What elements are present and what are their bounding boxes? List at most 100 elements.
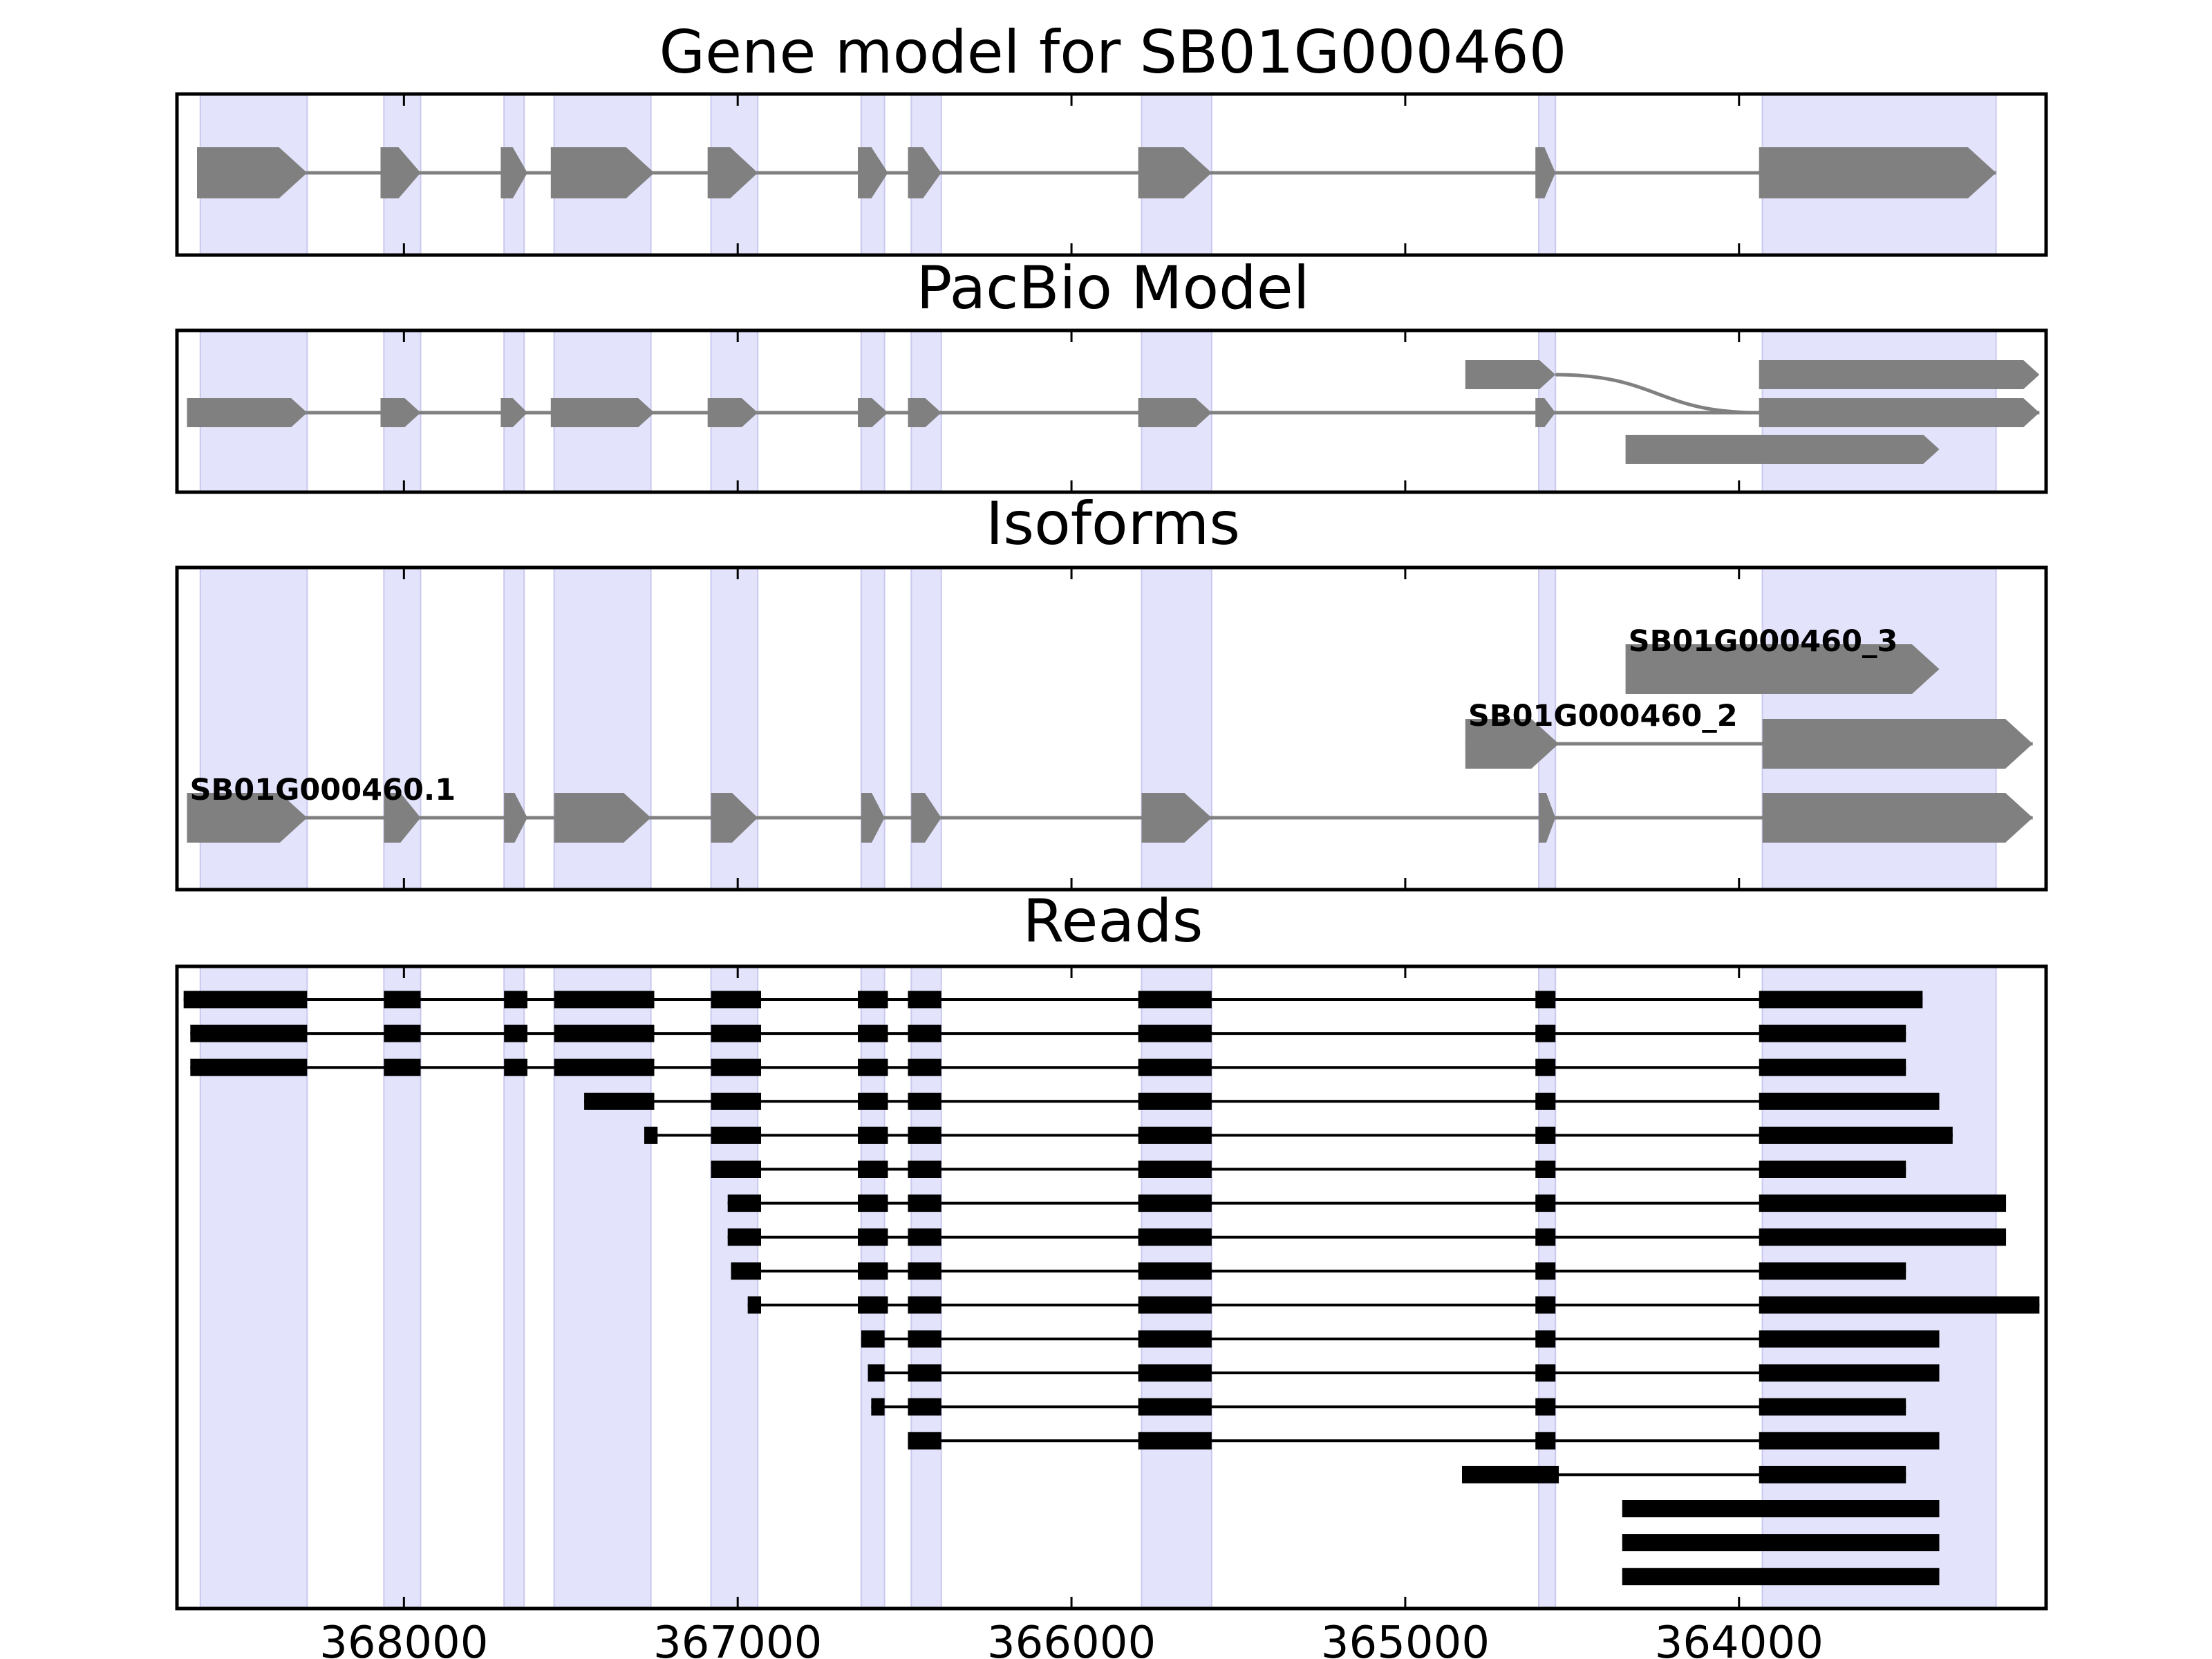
read-exon <box>1138 1398 1212 1416</box>
read-exon <box>1759 1398 1906 1416</box>
axes-frame <box>175 964 2048 1611</box>
exon-block <box>1539 793 1556 843</box>
read-exon <box>908 1364 941 1382</box>
read-3 <box>190 1058 1906 1076</box>
read-exon <box>858 1161 888 1178</box>
read-exon <box>858 1194 888 1212</box>
read-exon <box>1759 1024 1906 1042</box>
read-exon <box>1535 1228 1556 1246</box>
read-exon <box>644 1126 658 1144</box>
transcript-row: SB01G000460_3 <box>1625 624 1940 694</box>
transcript-row <box>1465 360 2040 415</box>
read-exon <box>908 1092 941 1110</box>
panel-reads: Reads <box>175 887 2048 1611</box>
exon-block <box>500 147 527 198</box>
x-tick-label: 367000 <box>653 1618 822 1659</box>
read-17 <box>1622 1534 1940 1552</box>
read-exon <box>1759 1262 1906 1280</box>
read-exon <box>190 1058 308 1076</box>
exon-block <box>380 147 421 198</box>
read-exon <box>858 1228 888 1246</box>
read-exon <box>711 1161 761 1178</box>
x-tick-label: 368000 <box>319 1618 488 1659</box>
read-exon <box>1535 1126 1556 1144</box>
read-exon <box>908 1296 941 1314</box>
read-2 <box>190 1024 1906 1042</box>
read-exon <box>504 1058 527 1076</box>
read-exon <box>554 1058 655 1076</box>
read-8 <box>727 1228 2007 1246</box>
exon-block <box>858 398 888 427</box>
read-exon <box>1138 1432 1212 1450</box>
read-exon <box>1535 1296 1556 1314</box>
read-exon <box>711 1092 761 1110</box>
read-exon <box>858 1126 888 1144</box>
read-exon <box>1138 1161 1212 1178</box>
panel-isoforms: Isoforms SB01G000460.1SB01G000460_2SB01G… <box>175 489 2048 892</box>
read-exon <box>858 1024 888 1042</box>
read-11 <box>861 1330 1940 1348</box>
read-exon <box>858 1058 888 1076</box>
read-9 <box>731 1262 1906 1280</box>
plot-area: SB01G000460.1 SB01G000460_2 SB01G000460_3 <box>187 568 2033 890</box>
read-exon <box>504 991 527 1009</box>
read-exon <box>554 991 655 1009</box>
exon-block <box>1138 398 1212 427</box>
read-exon <box>1759 1330 1940 1348</box>
exon-block <box>187 793 308 843</box>
read-exon <box>190 1024 308 1042</box>
read-exon <box>1622 1568 1940 1586</box>
read-18 <box>1622 1568 1940 1586</box>
read-exon <box>1535 1398 1556 1416</box>
read-exon <box>1759 991 1923 1009</box>
read-exon <box>1759 1058 1906 1076</box>
read-exon <box>711 1126 761 1144</box>
exon-block <box>707 398 758 427</box>
exon-block <box>550 147 655 198</box>
plot-area <box>183 966 2040 1609</box>
read-13 <box>871 1398 1906 1416</box>
x-tick-label: 366000 <box>987 1618 1156 1659</box>
read-exon <box>1535 1432 1556 1450</box>
read-6 <box>711 1161 1906 1178</box>
panel-title-gene-model: Gene model for SB01G000460 <box>659 18 1567 87</box>
read-12 <box>868 1364 1940 1382</box>
x-tick-label: 364000 <box>1655 1618 1824 1659</box>
exon-block <box>711 793 758 843</box>
read-exon <box>858 1296 888 1314</box>
panel-gene-model: Gene model for SB01G000460 <box>175 18 2048 257</box>
exon-block <box>504 793 527 843</box>
panel-pacbio-model: PacBio Model <box>175 254 2048 494</box>
x-axis: 368000 367000 366000 365000 364000 <box>319 1618 1824 1659</box>
exon-block <box>1535 398 1556 427</box>
read-exon <box>1759 1092 1940 1110</box>
read-exon <box>384 991 421 1009</box>
read-exon <box>1535 1092 1556 1110</box>
exon-block <box>858 147 888 198</box>
panel-title-pacbio-model: PacBio Model <box>916 254 1309 323</box>
read-exon <box>1535 1364 1556 1382</box>
read-exon <box>1759 1296 2040 1314</box>
exon-block <box>197 147 308 198</box>
read-1 <box>183 991 1923 1009</box>
read-exon <box>1535 991 1556 1009</box>
read-exon <box>1535 1194 1556 1212</box>
read-exon <box>1535 1058 1556 1076</box>
read-exon <box>908 1058 941 1076</box>
read-exon <box>1138 1092 1212 1110</box>
axes-frame <box>175 92 2048 257</box>
panel-title-reads: Reads <box>1023 887 1203 956</box>
read-exon <box>504 1024 527 1042</box>
exon-block <box>1465 719 1559 769</box>
read-exon <box>908 1398 941 1416</box>
read-exon <box>1138 1228 1212 1246</box>
read-exon <box>908 991 941 1009</box>
panel-title-isoforms: Isoforms <box>986 489 1240 559</box>
exon-block <box>384 793 421 843</box>
exon-block <box>1759 360 2040 389</box>
read-exon <box>908 1194 941 1212</box>
read-exon <box>1138 1126 1212 1144</box>
read-exon <box>908 1262 941 1280</box>
transcript-row <box>1625 435 1940 464</box>
read-exon <box>1138 991 1212 1009</box>
